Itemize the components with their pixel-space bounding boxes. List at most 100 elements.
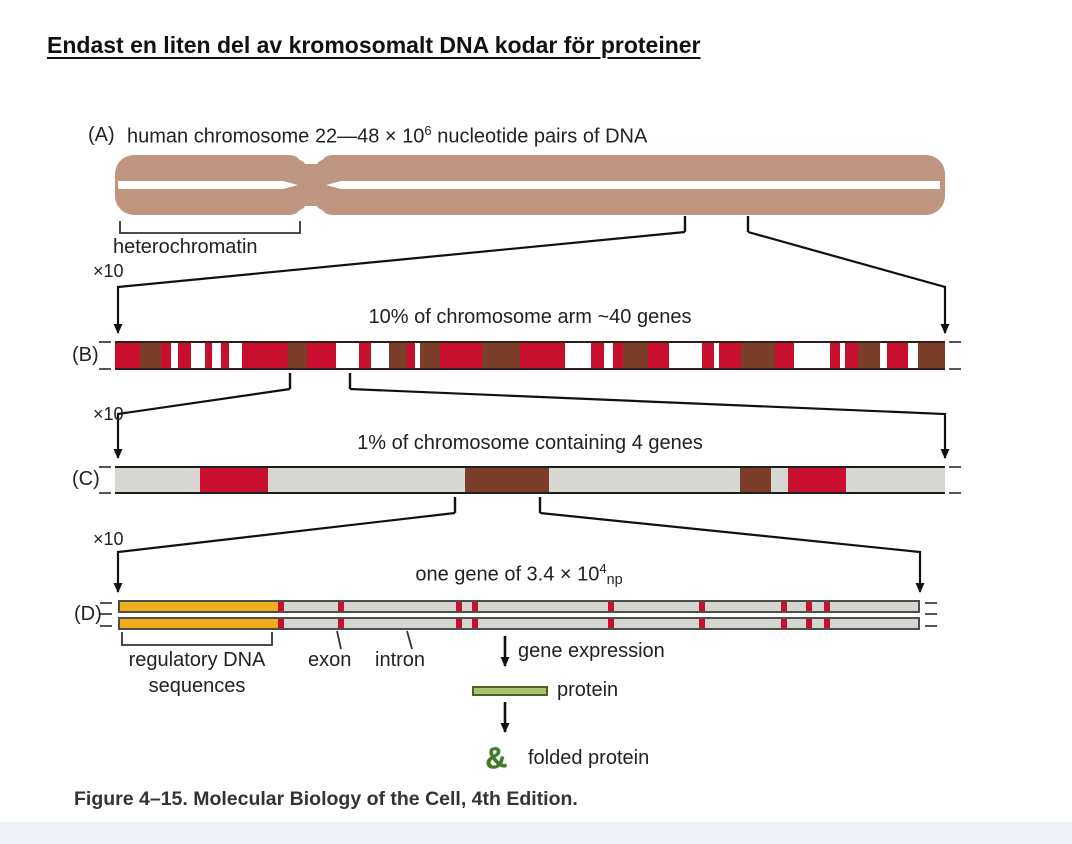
band-segment — [370, 343, 389, 368]
band-segment — [918, 343, 945, 368]
zoom-x10-label-1: ×10 — [93, 261, 124, 281]
panel-b-caption: 10% of chromosome arm ~40 genes — [368, 306, 692, 328]
band-segment — [591, 343, 605, 368]
band-segment — [267, 468, 466, 492]
panel-a-caption-sup: 6 — [424, 123, 432, 138]
band-segment — [115, 343, 140, 368]
band-segment — [886, 343, 909, 368]
band-segment — [740, 343, 776, 368]
band-segment — [161, 343, 172, 368]
gene-strand-bottom — [118, 617, 920, 630]
band-d-continuation-dashes — [100, 602, 937, 627]
heterochromatin-label: heterochromatin — [113, 236, 258, 258]
exon-stripe — [607, 602, 614, 611]
band-segment — [846, 468, 945, 492]
panel-d-caption-sup: 4 — [599, 561, 607, 576]
band-segment — [714, 343, 719, 368]
regulatory-bracket — [121, 632, 273, 646]
band-segment — [178, 343, 192, 368]
exon-label: exon — [308, 649, 352, 671]
band-segment — [564, 343, 592, 368]
exon-stripe — [806, 619, 813, 628]
exon-stripe — [780, 602, 787, 611]
band-segment — [440, 343, 482, 368]
panel-d-caption: one gene of 3.4 × 104np — [118, 561, 920, 588]
band-segment — [612, 343, 623, 368]
regulatory-dna-block — [120, 619, 278, 628]
panel-a-label: (A) — [88, 124, 115, 146]
band-segment — [830, 343, 841, 368]
band-segment — [139, 343, 162, 368]
band-segment — [228, 343, 242, 368]
gene-strand-top — [118, 600, 920, 613]
band-segment — [908, 343, 919, 368]
band-segment — [770, 468, 789, 492]
band-segment — [407, 343, 416, 368]
regulatory-dna-block — [120, 602, 278, 611]
band-segment — [191, 343, 205, 368]
band-segment — [858, 343, 880, 368]
panel-b-region-ticks — [288, 373, 352, 389]
band-c-chromosome-region — [115, 466, 945, 494]
band-segment — [241, 343, 288, 368]
band-segment — [775, 343, 794, 368]
band-segment — [415, 343, 421, 368]
band-segment — [549, 468, 740, 492]
regulatory-dna-label-line2: sequences — [148, 675, 246, 697]
band-segment — [335, 343, 359, 368]
band-segment — [622, 343, 648, 368]
band-segment — [199, 468, 268, 492]
funnel-a-b-right-arrow — [747, 230, 950, 334]
exon-stripe — [823, 619, 830, 628]
zoom-x10-label-2: ×10 — [93, 404, 124, 424]
band-segment — [212, 343, 222, 368]
chromosome-graphic — [115, 141, 945, 229]
band-segment — [718, 343, 741, 368]
band-segment — [519, 343, 565, 368]
folded-protein-label: folded protein — [528, 747, 650, 769]
centromere-pinch-top — [295, 141, 327, 163]
exon-stripe — [780, 619, 787, 628]
band-segment — [358, 343, 371, 368]
exon-stripe — [823, 602, 830, 611]
slide-title: Endast en liten del av kromosomalt DNA k… — [47, 32, 701, 58]
band-segment — [793, 343, 831, 368]
exon-stripe — [471, 602, 478, 611]
exon-stripe — [699, 619, 706, 628]
funnel-c-d-right-arrow — [539, 511, 925, 593]
heterochromatin-bracket — [119, 221, 301, 234]
band-b-chromosome-arm — [115, 341, 945, 370]
band-segment — [481, 343, 520, 368]
exon-stripe — [278, 619, 284, 628]
exon-stripe — [607, 619, 614, 628]
funnel-b-c-right-arrow — [349, 387, 950, 459]
band-segment — [845, 343, 859, 368]
band-segment — [171, 343, 179, 368]
panel-a-caption-text: human chromosome 22—48 × 10 — [127, 125, 425, 148]
band-segment — [604, 343, 613, 368]
exon-stripe — [337, 619, 344, 628]
protein-bar — [472, 686, 548, 696]
band-c-continuation-dashes — [99, 466, 961, 494]
band-segment — [287, 343, 308, 368]
panel-c-caption: 1% of chromosome containing 4 genes — [357, 432, 703, 454]
funnel-b-c-left-arrow — [113, 387, 291, 459]
panel-a-region-ticks — [683, 216, 750, 232]
band-b-continuation-dashes — [99, 341, 961, 370]
folded-protein-icon: & — [483, 740, 509, 777]
funnel-c-d-left-arrow — [113, 511, 456, 593]
zoom-x10-label-3: ×10 — [93, 529, 124, 549]
band-segment — [669, 343, 703, 368]
funnel-a-b-left-arrow — [113, 230, 686, 334]
centromere-pinch-bottom — [295, 207, 327, 229]
band-segment — [465, 468, 550, 492]
chromatid-gap-right — [326, 181, 940, 189]
panel-d-caption-text: one gene of 3.4 × 10 — [415, 563, 600, 586]
band-segment — [879, 343, 887, 368]
band-segment — [788, 468, 847, 492]
panel-d-caption-sub: np — [606, 571, 623, 588]
exon-pointer-line — [336, 630, 342, 650]
exon-stripe — [471, 619, 478, 628]
